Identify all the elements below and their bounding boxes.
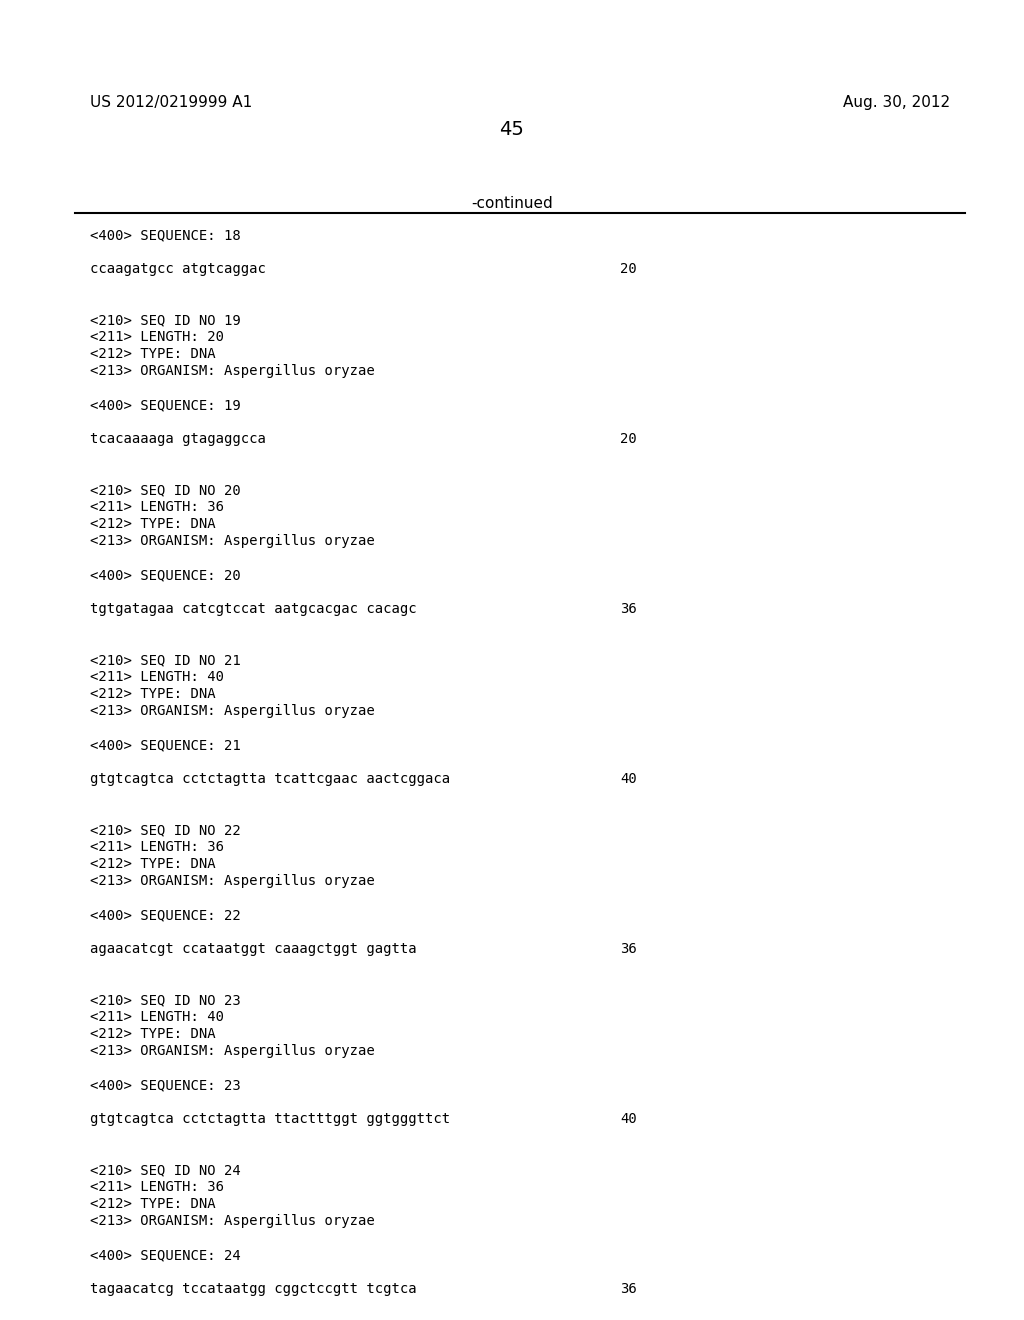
Text: <210> SEQ ID NO 20: <210> SEQ ID NO 20 xyxy=(90,483,241,498)
Text: <400> SEQUENCE: 24: <400> SEQUENCE: 24 xyxy=(90,1247,241,1262)
Text: 20: 20 xyxy=(620,432,637,446)
Text: <400> SEQUENCE: 21: <400> SEQUENCE: 21 xyxy=(90,738,241,752)
Text: <212> TYPE: DNA: <212> TYPE: DNA xyxy=(90,1197,216,1210)
Text: <212> TYPE: DNA: <212> TYPE: DNA xyxy=(90,857,216,871)
Text: 36: 36 xyxy=(620,1282,637,1296)
Text: <212> TYPE: DNA: <212> TYPE: DNA xyxy=(90,517,216,531)
Text: US 2012/0219999 A1: US 2012/0219999 A1 xyxy=(90,95,252,110)
Text: Aug. 30, 2012: Aug. 30, 2012 xyxy=(843,95,950,110)
Text: 40: 40 xyxy=(620,1111,637,1126)
Text: <213> ORGANISM: Aspergillus oryzae: <213> ORGANISM: Aspergillus oryzae xyxy=(90,704,375,718)
Text: <400> SEQUENCE: 18: <400> SEQUENCE: 18 xyxy=(90,228,241,242)
Text: <212> TYPE: DNA: <212> TYPE: DNA xyxy=(90,347,216,360)
Text: 45: 45 xyxy=(500,120,524,139)
Text: 36: 36 xyxy=(620,942,637,956)
Text: gtgtcagtca cctctagtta tcattcgaac aactcggaca: gtgtcagtca cctctagtta tcattcgaac aactcgg… xyxy=(90,772,451,785)
Text: <213> ORGANISM: Aspergillus oryzae: <213> ORGANISM: Aspergillus oryzae xyxy=(90,874,375,888)
Text: <211> LENGTH: 40: <211> LENGTH: 40 xyxy=(90,671,224,684)
Text: <400> SEQUENCE: 20: <400> SEQUENCE: 20 xyxy=(90,568,241,582)
Text: <211> LENGTH: 36: <211> LENGTH: 36 xyxy=(90,500,224,513)
Text: <211> LENGTH: 20: <211> LENGTH: 20 xyxy=(90,330,224,345)
Text: <213> ORGANISM: Aspergillus oryzae: <213> ORGANISM: Aspergillus oryzae xyxy=(90,1044,375,1059)
Text: ccaagatgcc atgtcaggac: ccaagatgcc atgtcaggac xyxy=(90,261,266,276)
Text: agaacatcgt ccataatggt caaagctggt gagtta: agaacatcgt ccataatggt caaagctggt gagtta xyxy=(90,942,417,956)
Text: <213> ORGANISM: Aspergillus oryzae: <213> ORGANISM: Aspergillus oryzae xyxy=(90,535,375,548)
Text: 36: 36 xyxy=(620,602,637,616)
Text: -continued: -continued xyxy=(471,195,553,211)
Text: tgtgatagaa catcgtccat aatgcacgac cacagc: tgtgatagaa catcgtccat aatgcacgac cacagc xyxy=(90,602,417,616)
Text: <210> SEQ ID NO 21: <210> SEQ ID NO 21 xyxy=(90,653,241,667)
Text: <400> SEQUENCE: 23: <400> SEQUENCE: 23 xyxy=(90,1078,241,1092)
Text: 20: 20 xyxy=(620,261,637,276)
Text: <210> SEQ ID NO 22: <210> SEQ ID NO 22 xyxy=(90,822,241,837)
Text: <211> LENGTH: 40: <211> LENGTH: 40 xyxy=(90,1010,224,1024)
Text: <210> SEQ ID NO 23: <210> SEQ ID NO 23 xyxy=(90,993,241,1007)
Text: <210> SEQ ID NO 19: <210> SEQ ID NO 19 xyxy=(90,313,241,327)
Text: tagaacatcg tccataatgg cggctccgtt tcgtca: tagaacatcg tccataatgg cggctccgtt tcgtca xyxy=(90,1282,417,1296)
Text: <213> ORGANISM: Aspergillus oryzae: <213> ORGANISM: Aspergillus oryzae xyxy=(90,1214,375,1228)
Text: <210> SEQ ID NO 24: <210> SEQ ID NO 24 xyxy=(90,1163,241,1177)
Text: <212> TYPE: DNA: <212> TYPE: DNA xyxy=(90,1027,216,1041)
Text: 40: 40 xyxy=(620,772,637,785)
Text: <211> LENGTH: 36: <211> LENGTH: 36 xyxy=(90,1180,224,1195)
Text: <211> LENGTH: 36: <211> LENGTH: 36 xyxy=(90,840,224,854)
Text: <213> ORGANISM: Aspergillus oryzae: <213> ORGANISM: Aspergillus oryzae xyxy=(90,364,375,378)
Text: <212> TYPE: DNA: <212> TYPE: DNA xyxy=(90,686,216,701)
Text: <400> SEQUENCE: 19: <400> SEQUENCE: 19 xyxy=(90,399,241,412)
Text: tcacaaaaga gtagaggcca: tcacaaaaga gtagaggcca xyxy=(90,432,266,446)
Text: gtgtcagtca cctctagtta ttactttggt ggtgggttct: gtgtcagtca cctctagtta ttactttggt ggtgggt… xyxy=(90,1111,451,1126)
Text: <400> SEQUENCE: 22: <400> SEQUENCE: 22 xyxy=(90,908,241,921)
